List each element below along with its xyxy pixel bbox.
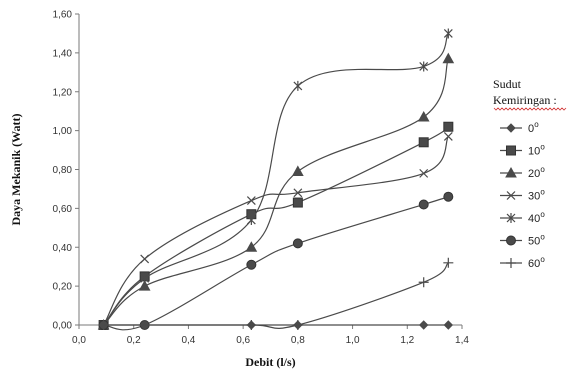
series-20: [97, 52, 455, 330]
data-point: [138, 280, 151, 291]
x-tick-label: 1,0: [346, 335, 360, 346]
x-ticks: 0,0 0,2 0,4 0,6 0,8 1,0 1,2 1,4: [72, 325, 469, 346]
data-point: [419, 168, 429, 178]
plot-area: 0,0 0,2 0,4 0,6 0,8 1,0 1,2 1,4 0,00 0,20 0,40 0,6…: [53, 10, 470, 347]
data-point: [246, 259, 257, 270]
x-tick-label: 0,2: [127, 335, 141, 346]
data-point: [419, 61, 429, 72]
degree-symbol: o: [540, 165, 545, 174]
legend-label: 10: [528, 146, 540, 158]
legend-marker: [506, 145, 516, 156]
legend-item-50: 50 o: [500, 233, 545, 248]
x-tick-label: 0,0: [72, 335, 86, 346]
data-point: [292, 320, 303, 330]
data-point: [139, 320, 150, 330]
data-point: [246, 215, 256, 226]
series-30: [99, 132, 453, 330]
data-point: [293, 188, 303, 198]
series-10: [98, 121, 454, 330]
data-point: [418, 137, 429, 148]
legend-marker: [505, 166, 517, 178]
legend-label: 60: [528, 258, 540, 270]
data-point: [443, 132, 453, 141]
legend-item-10: 10 o: [500, 143, 545, 158]
y-tick-label: 0,80: [53, 165, 73, 176]
data-point: [442, 52, 455, 64]
data-point: [245, 241, 258, 252]
spellcheck-underline: [493, 107, 567, 111]
series-line: [103, 136, 449, 326]
data-point: [292, 238, 303, 249]
data-point: [443, 191, 454, 202]
degree-symbol: o: [540, 143, 545, 152]
data-point: [443, 28, 453, 39]
legend-label: 20: [528, 168, 540, 180]
data-point: [140, 273, 150, 284]
data-point: [292, 197, 303, 208]
data-point: [246, 196, 256, 206]
y-tick-label: 1,20: [53, 87, 73, 98]
legend-items: 0 o10 o20 o30 o40 o50 o60 o: [500, 120, 545, 270]
series-line: [103, 126, 449, 326]
y-ticks: 0,00 0,20 0,40 0,60 0,80 1,00 1,20 1,40 1,60: [53, 10, 79, 332]
degree-symbol: o: [534, 120, 539, 129]
legend-marker: [506, 213, 516, 223]
legend-marker: [506, 258, 516, 268]
legend-label: 40: [528, 213, 540, 225]
legend-item-30: 30 o: [500, 188, 545, 203]
y-tick-label: 0,40: [53, 243, 73, 254]
legend: Sudut Kemiringan : 0 o10 o20 o30 o40 o50 o60 o: [493, 77, 567, 270]
degree-symbol: o: [540, 188, 545, 197]
series-60: [98, 257, 454, 330]
legend-item-20: 20 o: [500, 165, 545, 180]
degree-symbol: o: [540, 210, 545, 219]
y-tick-label: 0,20: [53, 282, 73, 293]
x-tick-label: 1,4: [455, 335, 469, 346]
series-line: [103, 58, 449, 326]
x-axis-title: Debit (l/s): [245, 355, 295, 369]
x-tick-label: 0,6: [236, 335, 250, 346]
series-line: [103, 196, 449, 331]
data-point: [443, 320, 454, 330]
legend-title-line-1: Sudut: [493, 77, 522, 91]
degree-symbol: o: [540, 255, 545, 264]
data-point: [417, 110, 430, 122]
series-layer: [97, 28, 455, 331]
degree-symbol: o: [540, 233, 545, 242]
data-point: [292, 165, 304, 176]
y-tick-label: 1,00: [53, 126, 73, 137]
x-tick-label: 1,2: [400, 335, 414, 346]
series-50: [98, 191, 454, 331]
legend-label: 30: [528, 191, 540, 203]
y-tick-label: 1,60: [53, 10, 73, 21]
legend-label: 50: [528, 236, 540, 248]
data-point: [418, 277, 429, 288]
data-point: [98, 320, 109, 330]
data-point: [443, 257, 454, 268]
data-point: [246, 320, 257, 330]
data-point: [418, 199, 429, 210]
data-point: [418, 320, 429, 330]
data-point: [443, 121, 454, 132]
data-point: [140, 254, 150, 264]
legend-title-line-2: Kemiringan :: [493, 93, 557, 107]
legend-marker: [506, 235, 516, 246]
x-tick-label: 0,4: [181, 335, 195, 346]
legend-label: 0: [528, 123, 534, 135]
legend-marker: [506, 191, 516, 200]
legend-item-60: 60 o: [500, 255, 545, 270]
x-tick-label: 0,8: [291, 335, 305, 346]
y-axis-title: Daya Mekanik (Watt): [9, 114, 23, 226]
y-tick-label: 0,00: [53, 321, 73, 332]
y-tick-label: 1,40: [53, 48, 73, 59]
data-point: [293, 80, 303, 91]
legend-marker: [506, 123, 516, 133]
y-tick-label: 0,60: [53, 204, 73, 215]
legend-item-40: 40 o: [500, 210, 545, 225]
